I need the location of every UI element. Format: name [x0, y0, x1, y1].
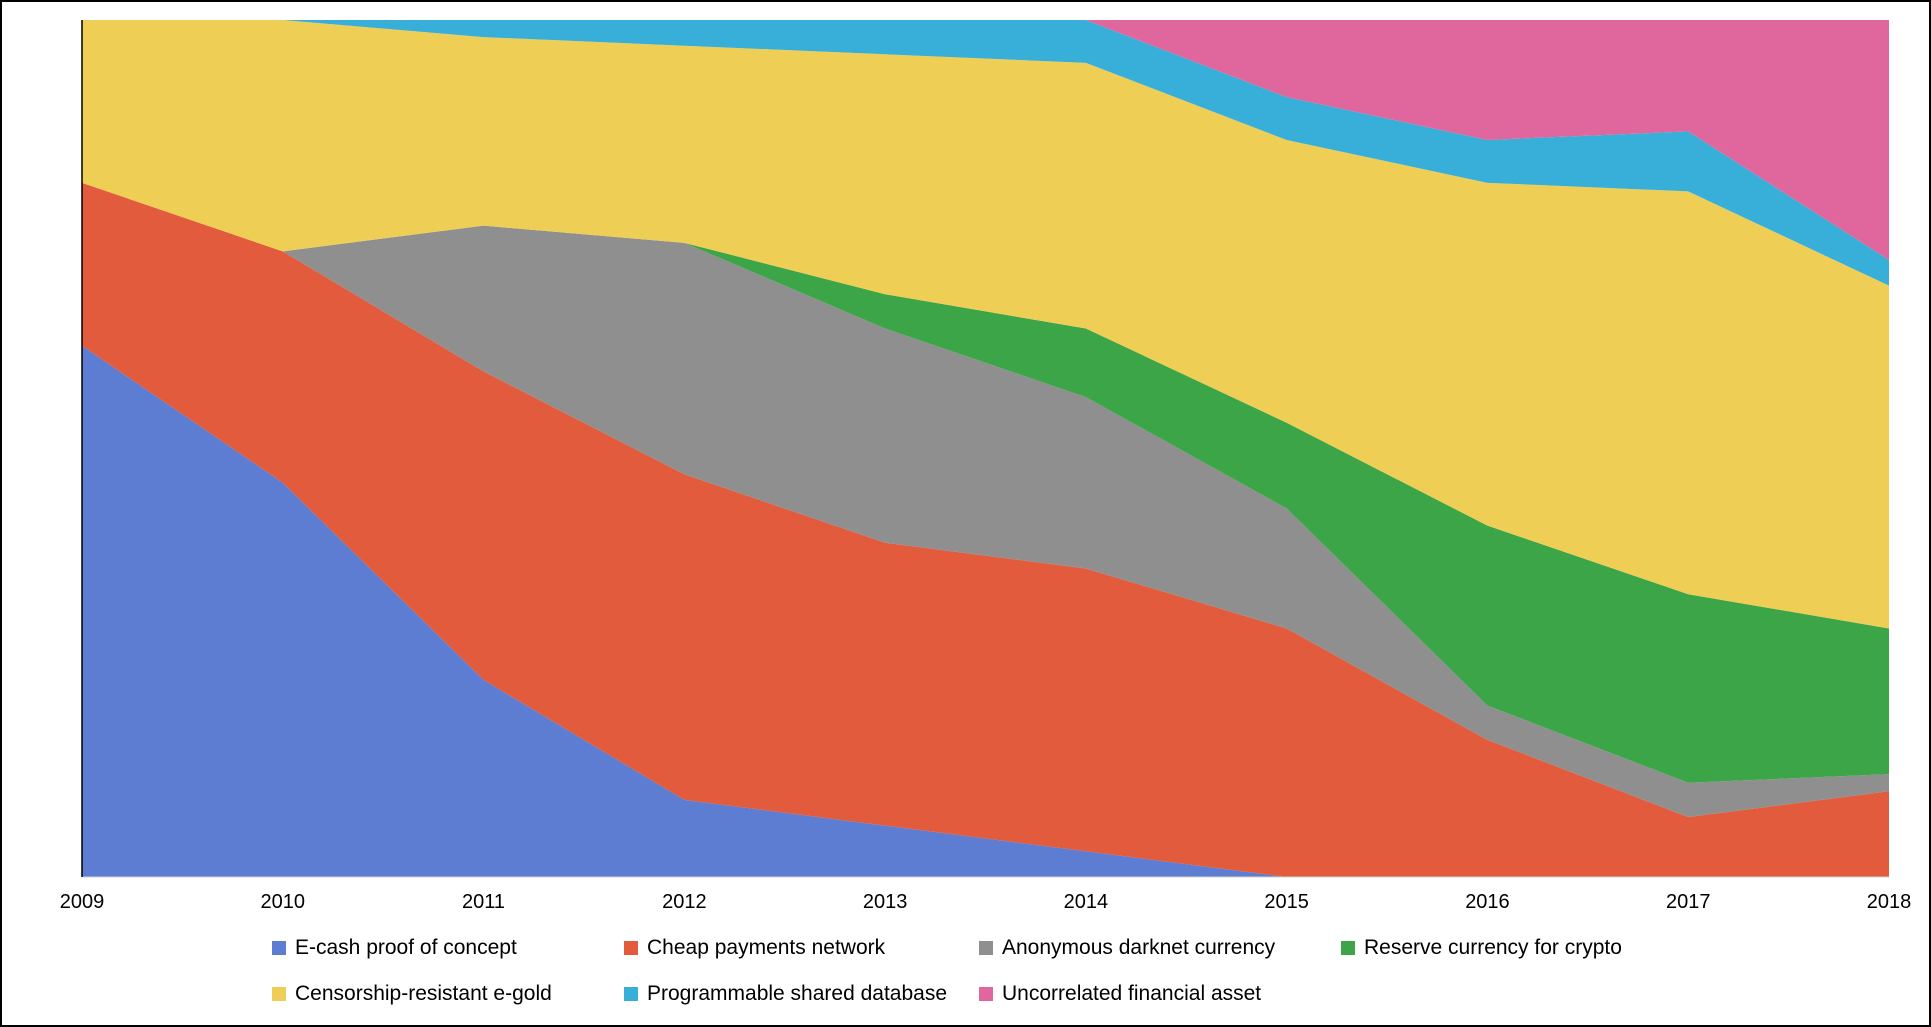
x-tick-label-2009: 2009 [59, 891, 105, 913]
x-tick-label-2011: 2011 [462, 891, 506, 913]
x-tick-label-2017: 2017 [1665, 891, 1711, 913]
area-censorship-resistant-e-gold [82, 20, 1889, 629]
x-tick-label-2013: 2013 [862, 891, 908, 913]
x-tick-label-2015: 2015 [1264, 891, 1309, 913]
x-tick-label-2016: 2016 [1465, 891, 1510, 913]
area-reserve-currency-for-crypto [82, 182, 1889, 783]
x-tick-label-2014: 2014 [1063, 891, 1109, 913]
area-programmable-shared-database [82, 20, 1889, 286]
area-anonymous-darknet-currency [82, 182, 1889, 818]
area-uncorrelated-financial-asset [82, 20, 1889, 260]
area-e-cash-proof-of-concept [82, 345, 1889, 877]
x-axis: 2009 2010 2011 2012 2013 2014 2015 2016 2017 2018 [2, 891, 1929, 917]
x-tick-label-2012: 2012 [662, 891, 707, 913]
area-cheap-payments-network [82, 182, 1889, 877]
x-tick-label-2010: 2010 [260, 891, 306, 913]
x-tick-label-2018: 2018 [1866, 891, 1912, 913]
